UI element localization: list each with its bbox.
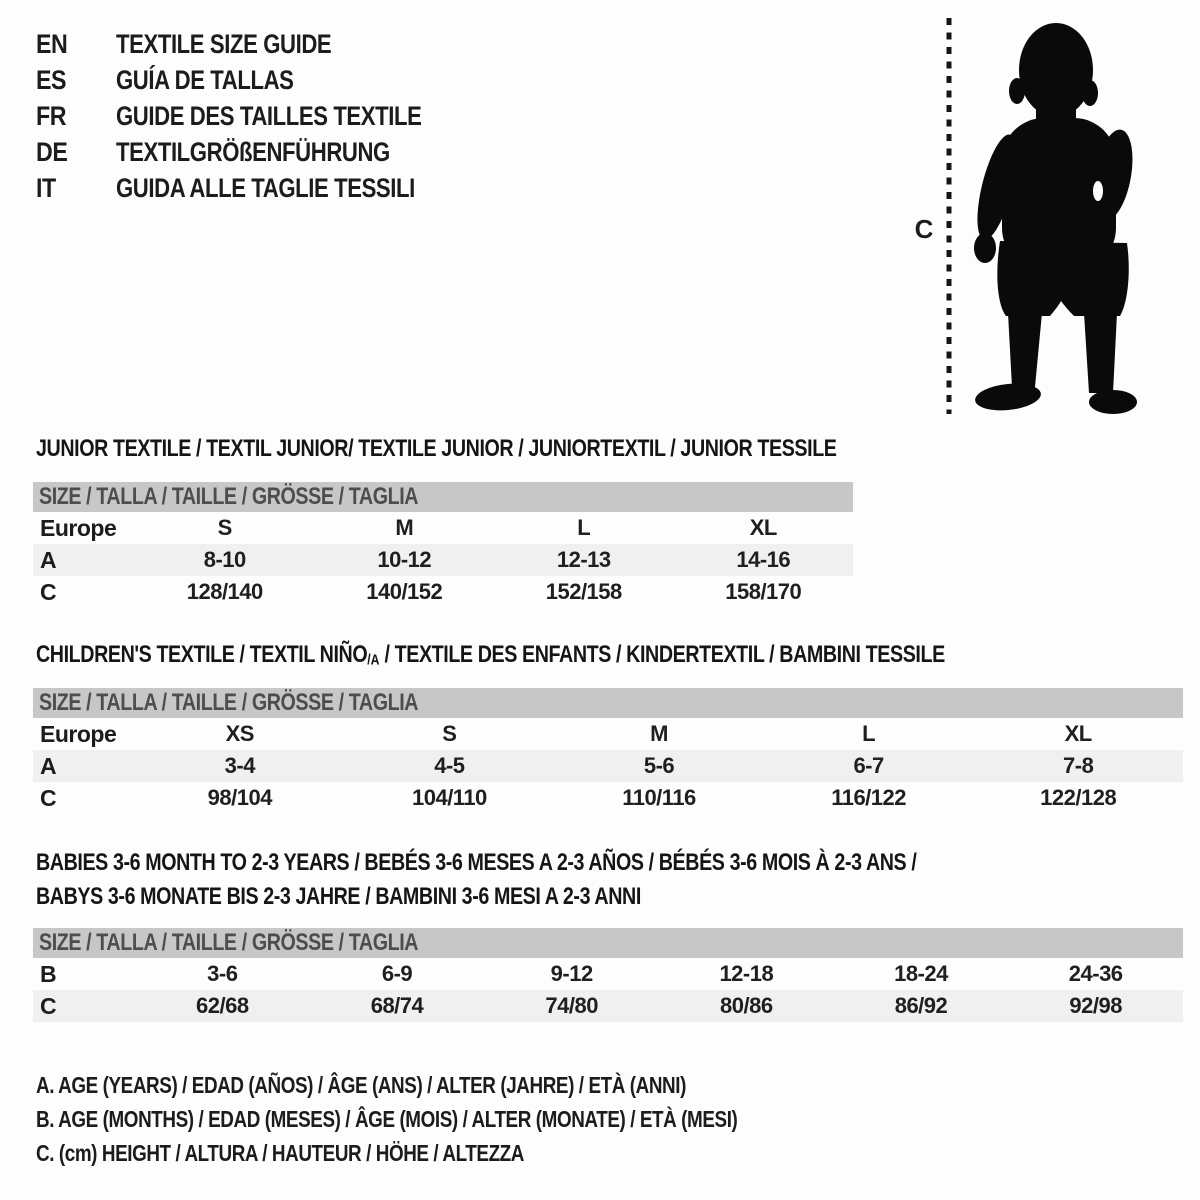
cell: 116/122 [831,785,906,810]
language-row-es: ES GUÍA DE TALLAS [36,62,489,98]
measure-legend: A. AGE (YEARS) / EDAD (AÑOS) / ÂGE (ANS)… [36,1068,891,1170]
table-row: Europe S M L XL [33,512,853,544]
cell: 110/116 [622,785,696,810]
section-title-children: CHILDREN'S TEXTILE / TEXTIL NIÑO/A / TEX… [36,641,945,669]
cell: 158/170 [725,579,802,604]
cell: 12-18 [719,961,774,986]
cell: S [442,721,457,746]
table-row: C 128/140 140/152 152/158 158/170 [33,576,853,608]
guide-title-en: TEXTILE SIZE GUIDE [116,28,332,59]
toddler-silhouette-icon [974,23,1137,414]
language-row-it: IT GUIDA ALLE TAGLIE TESSILI [36,170,489,206]
cell: 6-9 [381,961,413,986]
row-label: C [40,578,57,605]
row-label: Europe [40,720,117,747]
babies-size-table: B 3-6 6-9 9-12 12-18 18-24 24-36 C 62/68… [33,958,1183,1022]
cell: M [650,721,668,746]
size-header-bar: SIZE / TALLA / TAILLE / GRÖSSE / TAGLIA [33,928,1183,958]
cell: 4-5 [434,753,465,778]
cell: 104/110 [411,785,487,810]
table-row: Europe XS S M L XL [33,718,1183,750]
measure-label-c: C [914,214,934,244]
cell: 98/104 [207,785,273,810]
cell: 3-6 [207,961,238,986]
guide-title-fr: GUIDE DES TAILLES TEXTILE [116,100,422,131]
language-row-de: DE TEXTILGRÖßENFÜHRUNG [36,134,489,170]
cell: 24-36 [1068,961,1123,986]
cell: XL [1064,721,1093,746]
language-code: IT [36,172,56,203]
table-row: A 3-4 4-5 5-6 6-7 7-8 [33,750,1183,782]
guide-title-es: GUÍA DE TALLAS [116,64,294,95]
language-header: EN TEXTILE SIZE GUIDE ES GUÍA DE TALLAS … [36,26,489,206]
language-code: ES [36,64,67,95]
cell: 18-24 [894,961,948,986]
nino-a-subscript: /A [367,652,380,669]
row-label: B [40,960,57,987]
cell: 140/152 [366,579,443,604]
guide-title-de: TEXTILGRÖßENFÜHRUNG [116,136,390,167]
legend-line-c: C. (cm) HEIGHT / ALTURA / HAUTEUR / HÖHE… [36,1139,525,1166]
cell: L [577,515,591,540]
cell: 5-6 [643,753,675,778]
cell: 152/158 [545,579,623,604]
section-title-junior: JUNIOR TEXTILE / TEXTIL JUNIOR/ TEXTILE … [36,435,837,462]
table-row: C 62/68 68/74 74/80 80/86 86/92 92/98 [33,990,1183,1022]
table-row: B 3-6 6-9 9-12 12-18 18-24 24-36 [33,958,1183,990]
cell: M [395,515,414,540]
cell: 74/80 [545,993,598,1018]
table-row: C 98/104 104/110 110/116 116/122 122/128 [33,782,1183,814]
cell: 9-12 [550,961,594,986]
row-label: A [40,546,57,573]
row-label: C [40,784,57,811]
cell: 7-8 [1063,753,1094,778]
language-code: FR [36,100,67,131]
cell: 80/86 [720,993,773,1018]
legend-line-b: B. AGE (MONTHS) / EDAD (MESES) / ÂGE (MO… [36,1105,738,1132]
height-measure-line [946,18,952,414]
cell: 92/98 [1069,993,1122,1018]
cell: 128/140 [186,579,264,604]
cell: 8-10 [203,547,247,572]
cell: 68/74 [370,993,424,1018]
language-code: DE [36,136,68,167]
cell: 12-13 [556,547,611,572]
cell: XL [749,515,778,540]
language-row-en: EN TEXTILE SIZE GUIDE [36,26,489,62]
table-row: A 8-10 10-12 12-13 14-16 [33,544,853,576]
section-title-babies: BABIES 3-6 MONTH TO 2-3 YEARS / BEBÉS 3-… [36,849,917,910]
row-label: Europe [40,514,117,541]
row-label: A [40,752,57,779]
cell: 14-16 [736,547,791,572]
size-header-bar: SIZE / TALLA / TAILLE / GRÖSSE / TAGLIA [33,688,1183,718]
guide-title-it: GUIDA ALLE TAGLIE TESSILI [116,172,415,203]
cell: S [217,515,233,540]
cell: 3-4 [224,753,256,778]
language-row-fr: FR GUIDE DES TAILLES TEXTILE [36,98,489,134]
cell: 86/92 [894,993,948,1018]
size-header-bar: SIZE / TALLA / TAILLE / GRÖSSE / TAGLIA [33,482,853,512]
row-label: C [40,992,57,1019]
cell: 6-7 [853,753,884,778]
cell: 62/68 [196,993,249,1018]
language-code: EN [36,28,68,59]
junior-size-table: Europe S M L XL A 8-10 10-12 12-13 14-16… [33,512,853,608]
legend-line-a: A. AGE (YEARS) / EDAD (AÑOS) / ÂGE (ANS)… [36,1071,686,1098]
cell: L [862,721,876,746]
cell: 122/128 [1040,785,1117,810]
measure-figure: C [900,0,1200,430]
children-size-table: Europe XS S M L XL A 3-4 4-5 5-6 6-7 7-8… [33,718,1183,814]
cell: XS [225,721,255,746]
cell: 10-12 [377,547,432,572]
